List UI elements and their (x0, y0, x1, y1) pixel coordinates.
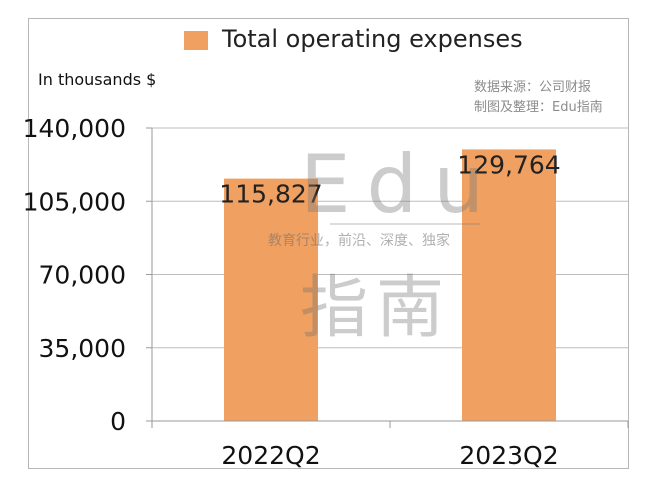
watermark-edu: Edu (300, 138, 501, 231)
y-tick-label: 105,000 (23, 187, 126, 216)
x-tick-label: 2023Q2 (459, 441, 558, 470)
y-tick-label: 70,000 (39, 261, 126, 290)
watermark-zhinan: 指南 (300, 269, 453, 348)
watermark-tagline: 教育行业，前沿、深度、独家 (268, 233, 450, 249)
y-tick-label: 35,000 (39, 334, 126, 363)
source-line-1: 数据来源：公司财报 (474, 80, 592, 95)
bar (224, 178, 318, 421)
source-note: 数据来源：公司财报 制图及整理：Edu指南 (474, 78, 603, 118)
y-tick-label: 0 (110, 407, 126, 436)
legend-swatch (184, 31, 208, 50)
data-label: 129,764 (457, 150, 560, 179)
source-line-2: 制图及整理：Edu指南 (474, 100, 603, 115)
y-tick-label: 140,000 (23, 114, 126, 143)
legend-label: Total operating expenses (222, 25, 523, 53)
bar (462, 149, 556, 421)
unit-label: In thousands $ (38, 70, 157, 89)
watermark-divider (330, 223, 480, 225)
x-tick-label: 2022Q2 (221, 441, 320, 470)
data-label: 115,827 (219, 180, 322, 209)
